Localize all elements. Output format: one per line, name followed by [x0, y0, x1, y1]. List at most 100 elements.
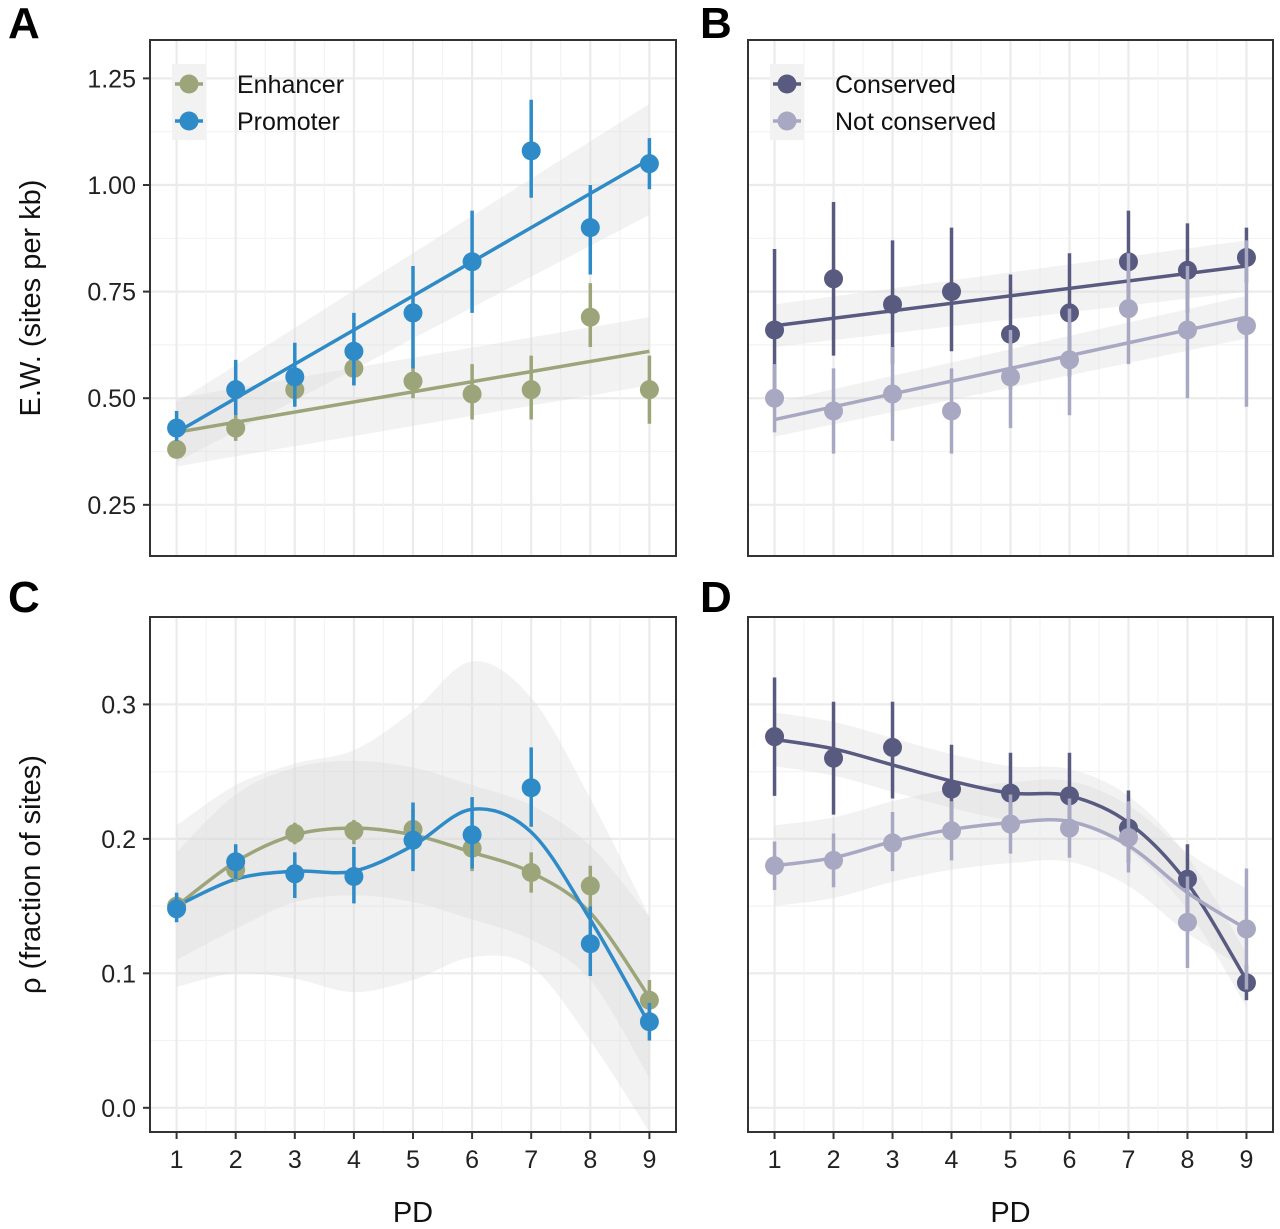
y-tick-label: 0.1 [101, 960, 136, 988]
x-tick-label: 2 [229, 1146, 243, 1174]
x-tick-label: 7 [1122, 1146, 1136, 1174]
data-point [344, 341, 364, 361]
x-tick-label: 3 [288, 1146, 302, 1174]
plot-area [167, 661, 659, 1132]
data-point [521, 778, 541, 798]
x-tick-label: 9 [642, 1146, 656, 1174]
data-point [167, 418, 187, 438]
plot-area [765, 677, 1256, 1007]
data-point [580, 307, 600, 327]
data-point [521, 141, 541, 161]
data-point [639, 990, 659, 1010]
data-point [883, 384, 903, 404]
legend-item: Conserved [773, 71, 956, 99]
data-point [344, 867, 364, 887]
data-point [462, 252, 482, 272]
data-point [167, 899, 187, 919]
data-point [1001, 814, 1020, 834]
data-point [1118, 299, 1138, 319]
data-point [765, 320, 785, 340]
x-tick-label: 7 [524, 1146, 538, 1174]
grid [748, 617, 1273, 1132]
panel-letter: C [8, 573, 40, 622]
data-point [226, 418, 246, 438]
data-point [1177, 320, 1197, 340]
panel-letter: A [8, 0, 40, 48]
panel-d: D 1 2 3 4 5 6 7 8 9 PD [700, 573, 1274, 1229]
data-point [824, 401, 844, 421]
data-point [226, 852, 246, 872]
x-axis-title: PD [990, 1197, 1030, 1229]
data-point [521, 380, 541, 400]
legend-marker [777, 111, 797, 131]
data-point [1177, 912, 1197, 932]
x-tick-label: 5 [406, 1146, 420, 1174]
y-tick-label: 1.25 [87, 65, 136, 93]
data-point [580, 934, 600, 954]
panel-letter: D [700, 573, 732, 622]
data-point [942, 779, 962, 799]
y-axis-title: ρ (fraction of sites) [15, 755, 47, 994]
data-point [1118, 828, 1138, 848]
x-tick-label: 8 [583, 1146, 597, 1174]
panel-c: C 0.0 0.1 0.2 0.3 ρ (fraction of sites) 1 2 3 4 5 6… [8, 573, 677, 1229]
data-point [765, 388, 785, 408]
plot-area [167, 99, 659, 467]
legend: Enhancer Promoter [172, 64, 344, 140]
data-point [824, 850, 844, 870]
data-point [462, 825, 482, 845]
data-point [765, 727, 785, 747]
data-point [167, 439, 187, 459]
data-point [1059, 786, 1079, 806]
plot-frame [149, 39, 677, 557]
panel-b: B Conserved Not conserved [700, 0, 1274, 557]
data-point [344, 821, 364, 841]
x-tick-label: 4 [347, 1146, 361, 1174]
data-point [403, 830, 423, 850]
y-tick-label: 0.25 [87, 492, 136, 520]
x-tick-label: 1 [170, 1146, 184, 1174]
legend-label: Conserved [835, 71, 956, 99]
data-point [765, 856, 785, 876]
data-point [824, 748, 844, 768]
data-point [883, 294, 903, 314]
x-tick-label: 3 [886, 1146, 900, 1174]
fit-line-promoter [175, 807, 651, 1026]
y-tick-label: 0.2 [101, 826, 136, 854]
legend-marker [179, 111, 199, 131]
series-not-conserved [765, 794, 1256, 990]
legend-label: Promoter [237, 108, 340, 136]
x-tick-label: 4 [945, 1146, 959, 1174]
data-point [285, 823, 305, 843]
x-tick-label: 6 [465, 1146, 479, 1174]
legend-item: Promoter [175, 108, 340, 136]
data-point [1059, 350, 1079, 370]
x-tick-label: 1 [768, 1146, 782, 1174]
plot-frame [747, 39, 1274, 557]
data-point [580, 876, 600, 896]
legend-item: Not conserved [773, 108, 996, 136]
x-tick-label: 5 [1004, 1146, 1018, 1174]
legend: Conserved Not conserved [770, 64, 996, 140]
y-axis-title: E.W. (sites per kb) [15, 180, 47, 417]
x-tick-label: 2 [827, 1146, 841, 1174]
legend-label: Enhancer [237, 71, 344, 99]
x-tick-label: 8 [1181, 1146, 1195, 1174]
data-point [580, 218, 600, 238]
series-promoter [167, 747, 659, 1041]
legend-marker [179, 74, 199, 94]
data-point [639, 1012, 659, 1032]
data-point [285, 864, 305, 884]
legend-label: Not conserved [835, 108, 996, 136]
data-point [824, 269, 844, 289]
data-point [1236, 919, 1256, 939]
y-tick-label: 0.3 [101, 691, 136, 719]
data-point [942, 282, 962, 302]
legend-item: Enhancer [175, 71, 344, 99]
data-point [639, 154, 659, 174]
data-point [1001, 783, 1020, 803]
y-tick-label: 0.75 [87, 279, 136, 307]
y-tick-label: 0.0 [101, 1095, 136, 1123]
y-tick-label: 1.00 [87, 172, 136, 200]
